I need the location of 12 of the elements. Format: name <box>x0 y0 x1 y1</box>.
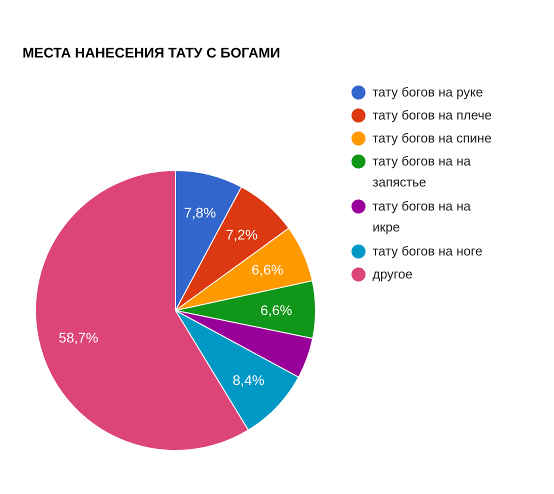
legend-label: тату богов на плече <box>372 108 492 122</box>
data-label: 7,8% <box>184 204 216 221</box>
data-label: 8,4% <box>232 372 265 388</box>
chart-title: МЕСТА НАНЕСЕНИЯ ТАТУ С БОГАМИ <box>22 44 280 60</box>
legend-label: тату богов на спине <box>372 130 492 146</box>
data-label: 58,7% <box>58 330 98 346</box>
data-label: 7,2% <box>226 226 258 242</box>
data-label: 6,6% <box>260 302 292 318</box>
legend-label: тату богов на руке <box>372 84 484 100</box>
legend-label: другое <box>372 266 413 282</box>
data-label: 6,6% <box>252 261 284 278</box>
legend-label: тату богов на ноге <box>372 244 482 258</box>
